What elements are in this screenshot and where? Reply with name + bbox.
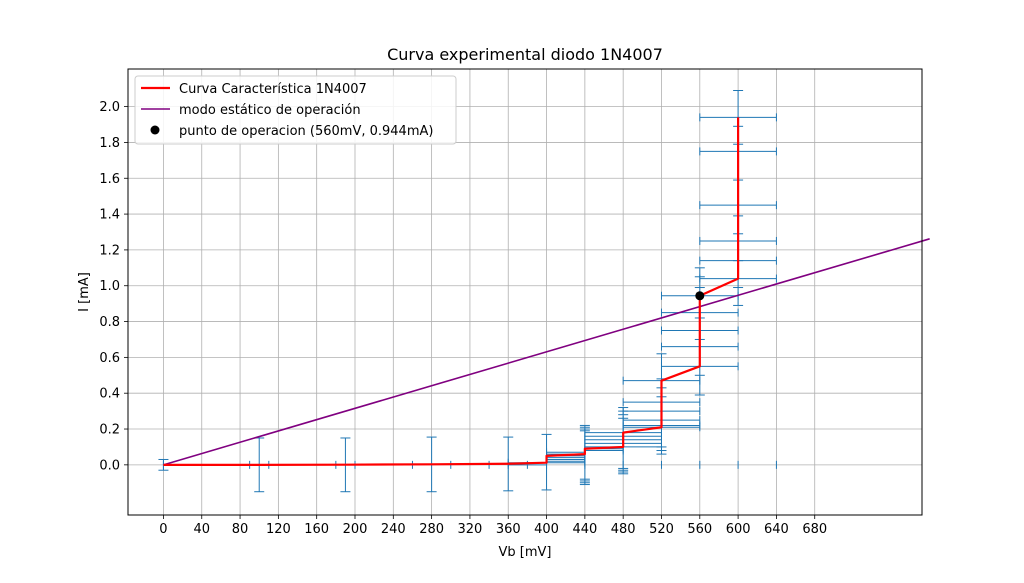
x-tick-label: 160 xyxy=(304,522,329,537)
operating-point xyxy=(695,291,705,301)
x-tick-label: 280 xyxy=(419,522,444,537)
y-tick-label: 0.2 xyxy=(99,423,120,438)
load-line xyxy=(163,238,930,466)
axis-ticks: 0 40 80 120 160 200 240 280 320 360 400 440 480 520 56… xyxy=(99,100,827,537)
y-tick-label: 2.0 xyxy=(99,100,120,115)
x-tick-label: 400 xyxy=(534,522,559,537)
legend: Curva Característica 1N4007 modo estátic… xyxy=(134,75,457,145)
y-tick-label: 0.6 xyxy=(99,351,120,366)
legend-swatch-operating-point xyxy=(150,125,160,135)
characteristic-curve xyxy=(163,117,740,466)
y-axis-title: I [mA] xyxy=(77,272,92,312)
y-tick-label: 1.2 xyxy=(99,243,120,258)
x-tick-label: 120 xyxy=(266,522,291,537)
y-tick-label: 0.0 xyxy=(99,458,120,473)
x-tick-label: 640 xyxy=(764,522,789,537)
legend-label-operating-point: punto de operacion (560mV, 0.944mA) xyxy=(179,124,433,139)
legend-label-load-line: modo estático de operación xyxy=(179,103,361,118)
chart-title: Curva experimental diodo 1N4007 xyxy=(387,45,663,64)
y-tick-label: 0.8 xyxy=(99,315,120,330)
x-axis-title: Vb [mV] xyxy=(499,545,552,560)
x-tick-label: 40 xyxy=(193,522,210,537)
x-tick-label: 440 xyxy=(572,522,597,537)
x-tick-label: 80 xyxy=(232,522,249,537)
x-tick-label: 560 xyxy=(687,522,712,537)
x-tick-label: 680 xyxy=(802,522,827,537)
legend-box xyxy=(134,75,457,145)
plot-data xyxy=(158,89,930,493)
y-tick-label: 1.8 xyxy=(99,136,120,151)
legend-label-curve: Curva Característica 1N4007 xyxy=(179,82,367,97)
x-tick-label: 320 xyxy=(458,522,483,537)
x-tick-label: 240 xyxy=(381,522,406,537)
x-tick-label: 600 xyxy=(726,522,751,537)
x-tick-label: 480 xyxy=(611,522,636,537)
x-tick-label: 200 xyxy=(343,522,368,537)
plot-frame xyxy=(127,68,923,516)
x-tick-label: 520 xyxy=(649,522,674,537)
y-tick-label: 1.4 xyxy=(99,208,120,223)
x-tick-label: 0 xyxy=(159,522,167,537)
y-tick-label: 1.0 xyxy=(99,279,120,294)
y-tick-label: 1.6 xyxy=(99,172,120,187)
x-tick-label: 360 xyxy=(496,522,521,537)
y-tick-label: 0.4 xyxy=(99,387,120,402)
